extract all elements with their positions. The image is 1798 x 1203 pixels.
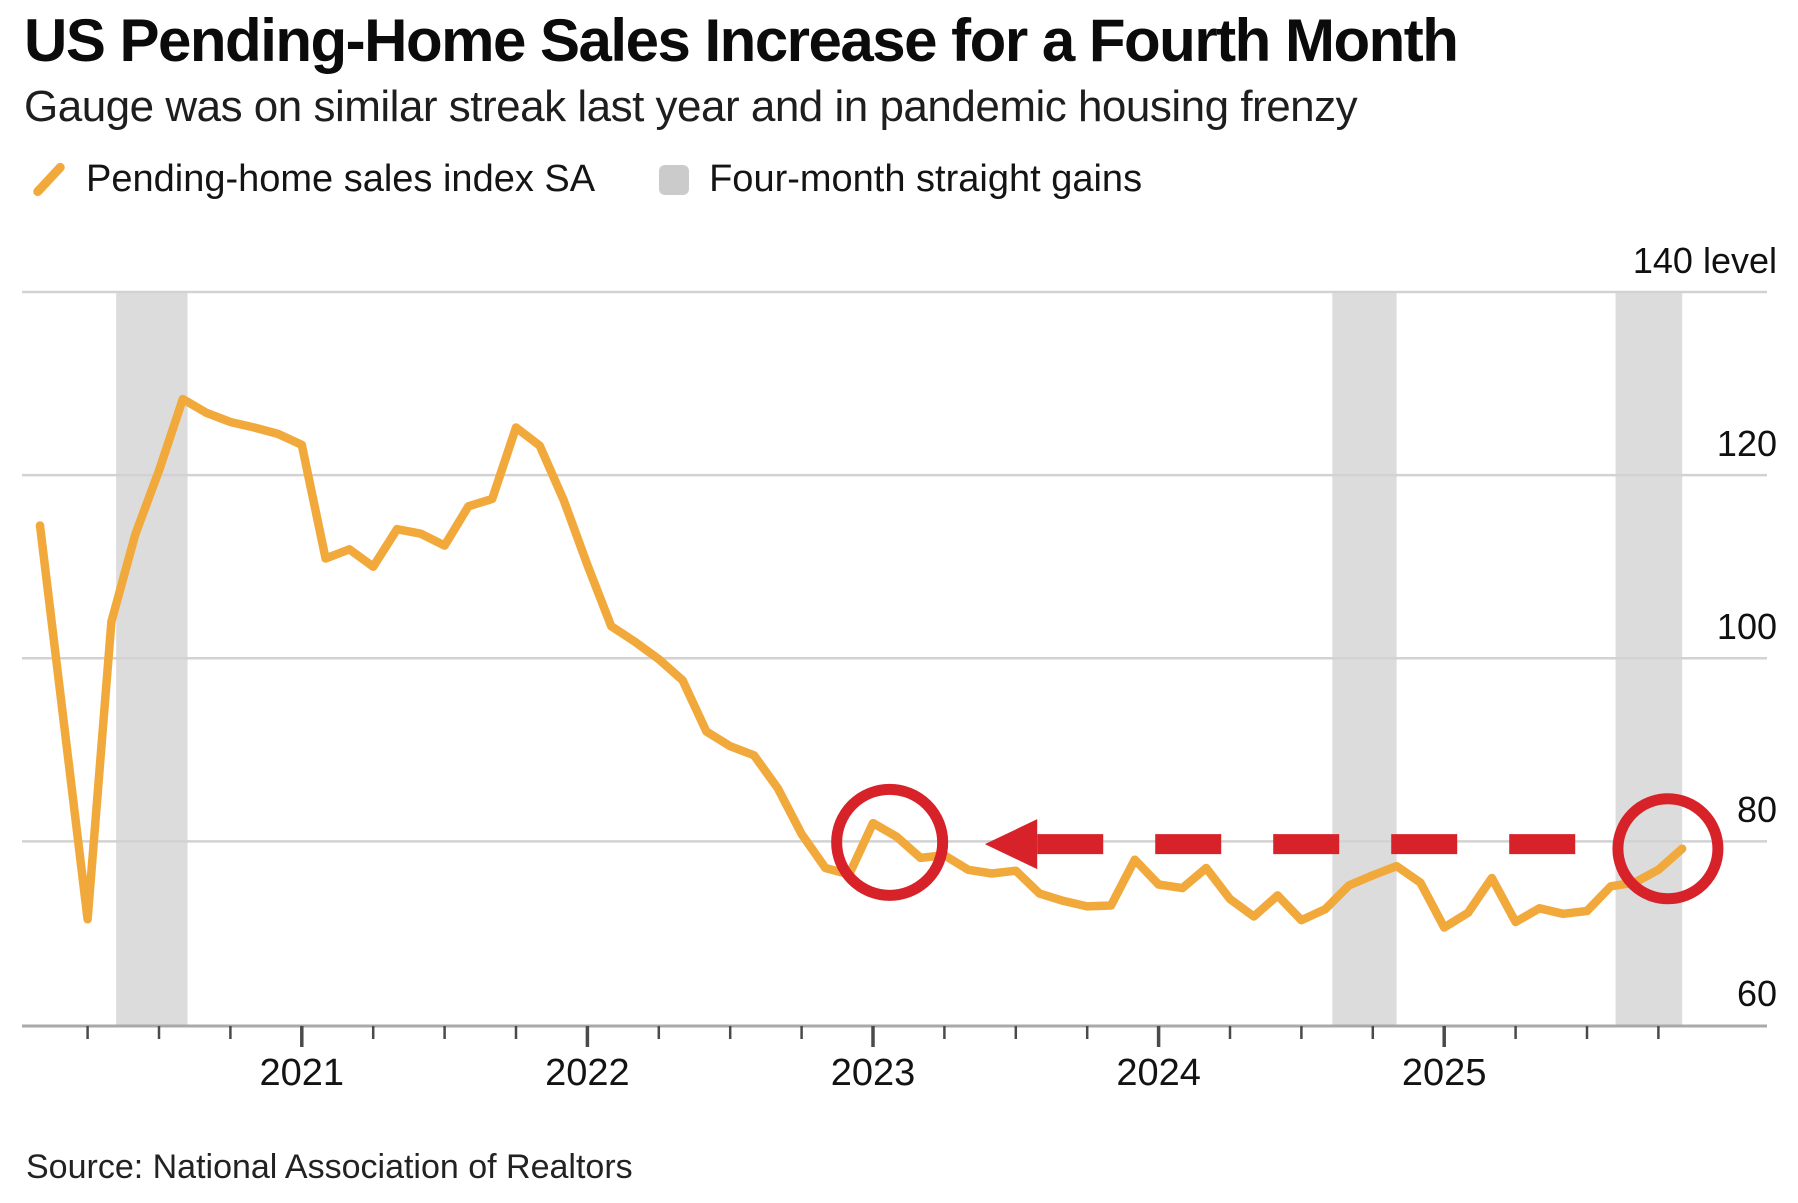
legend-item-gain-band: Four-month straight gains	[659, 158, 1142, 201]
annotation-arrow-head	[984, 819, 1038, 870]
y-axis-label: 120	[1716, 423, 1777, 465]
legend-item-sales-index: Pending-home sales index SA	[28, 158, 595, 201]
x-axis-label: 2023	[830, 1052, 916, 1094]
annotation-circle	[831, 783, 949, 901]
y-axis-label: 80	[1736, 789, 1777, 831]
x-axis-label: 2025	[1401, 1052, 1487, 1094]
y-axis-label: 100	[1716, 606, 1777, 648]
y-axis-label: 140 level	[1632, 240, 1777, 281]
annotation-circle	[1612, 793, 1724, 905]
legend-label: Four-month straight gains	[709, 158, 1143, 200]
source-note: Source: National Association of Realtors	[26, 1148, 633, 1186]
x-axis-label: 2024	[1116, 1052, 1201, 1094]
series-line	[35, 394, 1687, 932]
x-axis-label: 2021	[259, 1052, 345, 1094]
y-axis-label: 60	[1736, 972, 1777, 1014]
chart-title: US Pending-Home Sales Increase for a Fou…	[24, 7, 1459, 74]
chart-legend: Pending-home sales index SA Four-month s…	[28, 158, 1142, 201]
x-axis-label: 2022	[545, 1052, 630, 1094]
chart-subtitle: Gauge was on similar streak last year an…	[24, 82, 1358, 131]
legend-label: Pending-home sales index SA	[86, 158, 596, 200]
band-swatch-icon	[659, 164, 690, 195]
